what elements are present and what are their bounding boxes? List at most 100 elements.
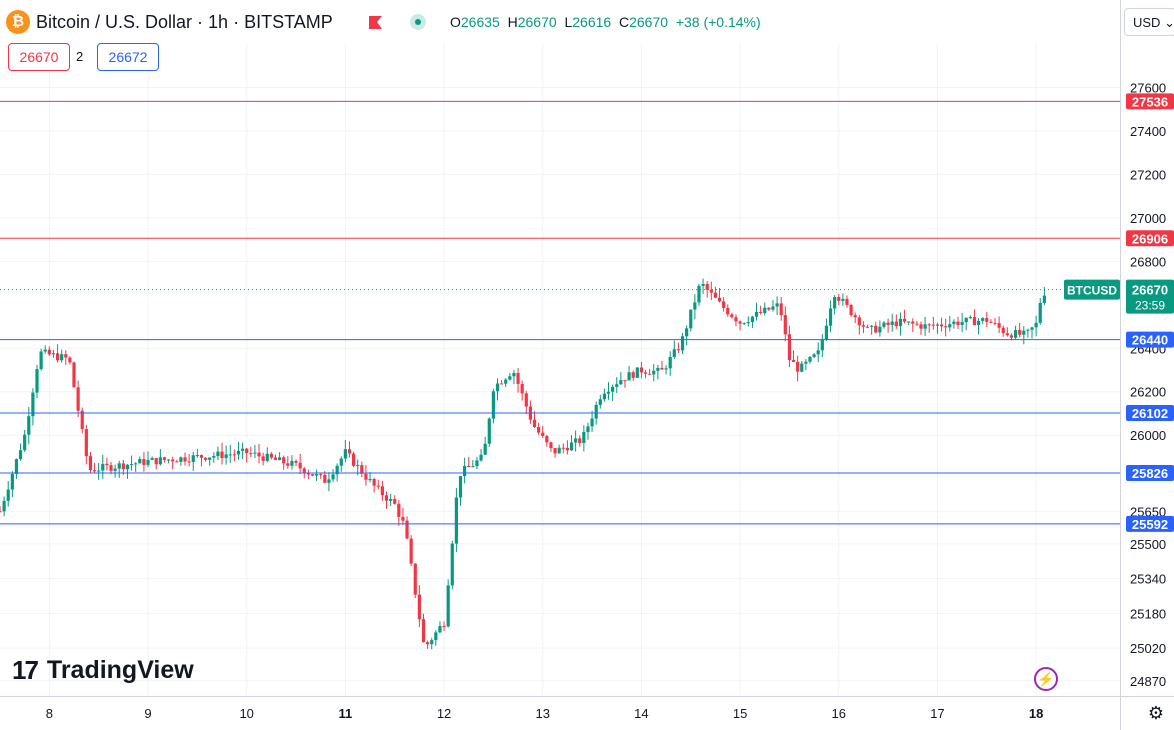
candle-body <box>623 380 627 382</box>
lightning-icon[interactable]: ⚡ <box>1034 667 1058 691</box>
candle-body <box>664 368 668 370</box>
candle-body <box>273 457 278 460</box>
candle-body <box>874 325 878 333</box>
candle-body <box>179 457 183 462</box>
candle-body <box>2 500 6 512</box>
candle-body <box>902 318 907 322</box>
candle-body <box>323 474 327 483</box>
candle-body <box>845 298 849 305</box>
candle-body <box>648 373 652 375</box>
candle-body <box>944 326 948 328</box>
candle-body <box>401 516 405 521</box>
candle-body <box>446 585 450 627</box>
time-tick-label: 10 <box>239 706 253 721</box>
candle-body <box>84 429 88 457</box>
candle-body <box>500 383 504 385</box>
candle-body <box>738 321 742 324</box>
candle-body <box>619 380 623 385</box>
candle-body <box>203 457 208 460</box>
candle-body <box>582 432 586 443</box>
candle-body <box>783 315 787 335</box>
candle-body <box>175 461 179 463</box>
candle-body <box>409 538 413 564</box>
candle-body <box>586 426 590 433</box>
candle-body <box>306 473 310 475</box>
candle-body <box>919 324 923 329</box>
candle-body <box>327 479 331 483</box>
candle-body <box>796 361 800 372</box>
candle-body <box>828 308 833 326</box>
candle-body <box>598 399 602 405</box>
candle-body <box>261 456 265 461</box>
candle-body <box>886 322 890 325</box>
candle-body <box>853 315 857 318</box>
flag-icon[interactable] <box>368 15 383 30</box>
buy-price-button[interactable]: 26672 <box>97 43 159 71</box>
candle-body <box>0 511 2 513</box>
tradingview-logo[interactable]: 17 TradingView <box>12 655 194 686</box>
candle-body <box>142 459 146 465</box>
candle-body <box>212 456 216 458</box>
candle-body <box>849 304 853 316</box>
candle-body <box>101 463 105 471</box>
currency-select[interactable]: USD ⌄ <box>1124 8 1174 36</box>
candle-body <box>360 465 364 474</box>
candle-body <box>631 372 635 378</box>
candle-body <box>960 322 964 325</box>
candle-body <box>972 317 977 326</box>
candle-body <box>948 324 952 328</box>
candle-body <box>606 391 611 394</box>
candle-body <box>88 456 93 471</box>
price-tick-label: 27600 <box>1130 80 1166 95</box>
price-tick-label: 26800 <box>1130 254 1166 269</box>
candle-body <box>389 499 393 501</box>
sell-price-button[interactable]: 26670 <box>8 43 70 71</box>
candle-body <box>878 326 882 333</box>
candle-body <box>76 387 80 411</box>
candle-body <box>565 447 570 451</box>
candle-body <box>713 292 718 298</box>
candle-body <box>298 462 302 469</box>
candle-body <box>158 457 162 465</box>
candle-body <box>105 463 109 466</box>
candle-body <box>10 474 14 490</box>
time-tick-label: 13 <box>535 706 549 721</box>
price-tick-label: 25650 <box>1130 504 1166 519</box>
chevron-down-icon: ⌄ <box>1164 15 1174 30</box>
candle-body <box>51 353 56 355</box>
candle-body <box>709 289 713 293</box>
candle-body <box>113 468 117 471</box>
candle-body <box>162 457 167 460</box>
candle-body <box>277 457 282 460</box>
candle-body <box>935 324 940 326</box>
candle-body <box>672 349 676 357</box>
price-tick-label: 26200 <box>1130 385 1166 400</box>
candle-body <box>319 474 323 476</box>
symbol-tag <box>1064 279 1120 300</box>
candle-body <box>393 499 397 504</box>
spread-value: 2 <box>76 49 84 64</box>
candle-body <box>824 325 829 340</box>
candle-body <box>125 464 130 470</box>
candle-body <box>643 372 648 374</box>
candle-body <box>199 455 204 458</box>
candle-body <box>993 322 997 324</box>
candle-body <box>442 626 446 628</box>
time-tick-label: 16 <box>832 706 846 721</box>
candle-body <box>734 317 738 322</box>
time-tick-label: 17 <box>930 706 944 721</box>
candle-body <box>294 460 298 463</box>
market-status-icon[interactable] <box>410 14 426 30</box>
candle-body <box>804 361 808 364</box>
candle-body <box>857 317 861 326</box>
candle-body <box>265 453 269 461</box>
candle-body <box>865 326 870 328</box>
candle-body <box>240 448 245 451</box>
candle-body <box>117 463 121 469</box>
settings-gear-icon[interactable]: ⚙ <box>1147 703 1165 723</box>
candle-body <box>627 372 631 381</box>
candle-body <box>742 323 746 325</box>
candle-body <box>561 447 565 449</box>
symbol-title[interactable]: Bitcoin / U.S. Dollar · 1h · BITSTAMP <box>36 12 333 32</box>
